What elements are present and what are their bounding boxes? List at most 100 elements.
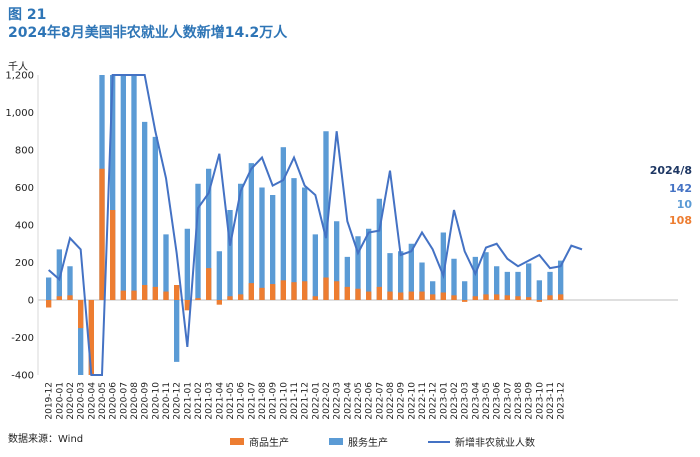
x-tick-label: 2022-08 [386,382,396,420]
x-tick-label: 2023-02 [450,382,460,420]
legend-label-nonfarm: 新增非农就业人数 [455,438,535,449]
bar-services [131,75,137,300]
bar-services [174,300,180,362]
bar-services [504,271,510,300]
bar-services [355,236,361,300]
x-tick-label: 2023-10 [535,382,545,420]
bar-goods [504,295,510,300]
bar-services [78,300,84,375]
bar-services [515,271,521,300]
bar-services [398,251,404,300]
y-tick-label: 200 [15,258,34,269]
figure-label: 图 21 [8,7,47,23]
legend-swatch-goods [230,438,244,445]
bar-services [280,147,286,300]
bar-services [238,183,244,300]
bar-services [56,249,62,300]
legend-item-goods: 商品生产 [230,434,289,449]
bar-services [526,263,532,300]
bar-services [216,251,222,300]
bar-goods [248,283,254,300]
x-tick-label: 2023-12 [557,382,567,420]
y-tick-label: 1,200 [5,71,34,82]
y-unit-label: 千人 [8,61,28,73]
bar-goods [547,295,553,300]
x-tick-label: 2022-04 [343,382,353,420]
bar-services [376,198,382,300]
bar-goods [515,296,521,300]
bar-services [430,281,436,300]
x-tick-label: 2021-08 [258,382,268,420]
bar-goods [163,291,169,300]
x-tick-label: 2022-05 [354,382,364,420]
bar-goods [206,268,212,300]
bar-services [259,187,265,300]
x-tick-label: 2021-09 [269,382,279,420]
x-tick-label: 2020-03 [77,382,87,420]
bar-services [366,228,372,300]
bar-goods [430,294,436,300]
bar-services [46,277,52,300]
bar-services [494,266,500,300]
bar-goods [291,282,297,300]
x-tick-label: 2022-09 [397,382,407,420]
bar-services [312,234,318,300]
bar-goods [462,300,468,302]
bar-goods [99,168,105,300]
x-tick-label: 2019-12 [45,382,55,420]
bar-goods [398,292,404,300]
bar-goods [355,288,361,300]
x-tick-label: 2022-10 [407,382,417,420]
bar-services [142,121,148,300]
x-tick-label: 2020-04 [87,382,97,420]
bar-goods [238,294,244,300]
y-tick-label: -400 [11,371,34,382]
bar-goods [142,285,148,300]
bar-goods [174,285,180,300]
bar-services [419,262,425,300]
bar-services [462,281,468,300]
bar-services [248,163,254,300]
x-tick-label: 2022-11 [418,382,428,420]
x-tick-label: 2021-03 [205,382,215,420]
bar-goods [558,294,564,300]
latest-services-value: 108 [669,214,692,227]
bar-goods [259,287,265,300]
bar-services [195,183,201,300]
x-tick-label: 2022-02 [322,382,332,420]
x-tick-label: 2020-10 [151,382,161,420]
x-tick-label: 2021-12 [301,382,311,420]
x-tick-label: 2020-06 [109,382,119,420]
bar-services [120,75,126,300]
bar-goods [195,298,201,300]
x-tick-label: 2021-11 [290,382,300,420]
bar-goods [270,284,276,300]
bar-services [547,271,553,300]
x-tick-label: 2023-06 [493,382,503,420]
y-tick-label: -200 [11,333,34,344]
bar-goods [120,290,126,300]
x-tick-label: 2020-05 [98,382,108,420]
bar-services [110,75,116,300]
bar-services [227,210,233,300]
bar-services [440,232,446,300]
bar-services [152,136,158,300]
bar-goods [88,300,94,375]
x-tick-label: 2021-05 [226,382,236,420]
bar-goods [366,291,372,300]
legend-label-goods: 商品生产 [249,438,289,449]
bar-goods [216,300,222,305]
legend-swatch-services [329,438,343,445]
bar-goods [334,281,340,300]
bar-services [334,221,340,300]
data-source: 数据来源：Wind [8,434,84,445]
x-tick-label: 2023-01 [439,382,449,420]
bar-goods [494,294,500,300]
bar-goods [227,296,233,300]
bar-goods [344,286,350,300]
bar-services [163,234,169,300]
x-tick-label: 2020-12 [173,382,183,420]
x-tick-label: 2022-01 [311,382,321,420]
x-tick-label: 2023-09 [525,382,535,420]
